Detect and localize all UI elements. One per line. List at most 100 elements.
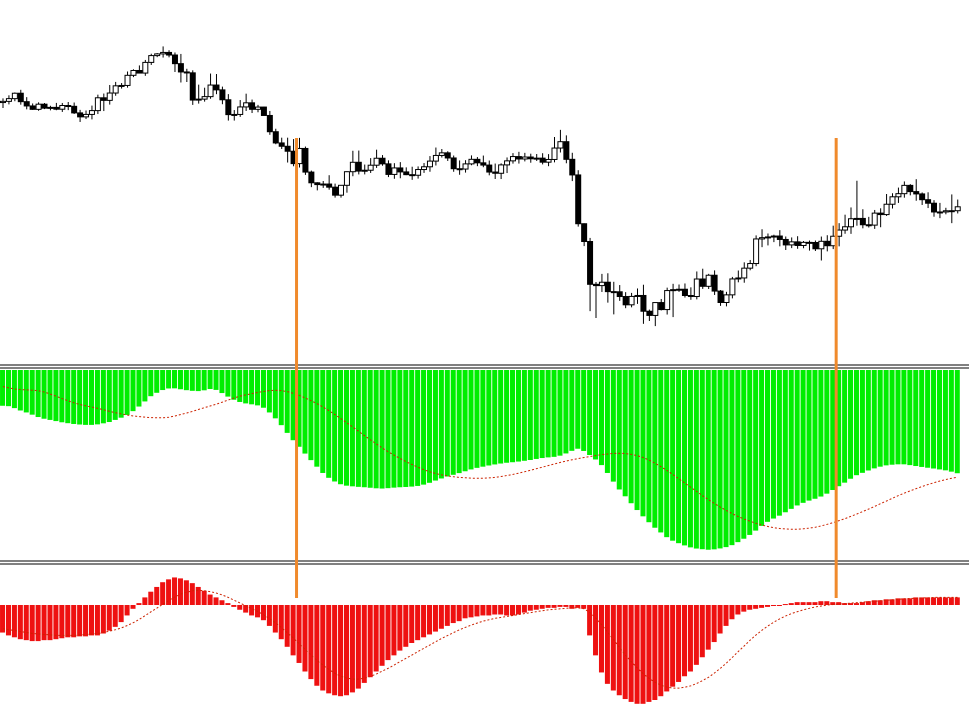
histogram-bar-red: [765, 605, 771, 607]
candle-body-bullish: [551, 147, 558, 160]
histogram-bar-red: [124, 605, 130, 616]
candle: [142, 59, 149, 76]
histogram-bar-green: [88, 370, 95, 425]
histogram-bar-green: [432, 370, 438, 481]
histogram-bar-red: [118, 605, 124, 623]
histogram-bar-red: [243, 605, 249, 613]
candle-body-bullish: [847, 218, 854, 228]
histogram-bar-red: [148, 591, 154, 605]
histogram-bar-red: [338, 605, 344, 697]
candle-body-bearish: [53, 106, 60, 110]
histogram-bar-green: [812, 370, 818, 499]
candle: [278, 137, 285, 149]
candle: [254, 104, 261, 113]
candle: [302, 146, 309, 175]
histogram-bar-green: [207, 370, 213, 389]
histogram-bar-green: [266, 370, 272, 413]
candle: [895, 187, 902, 203]
histogram-bar-red: [397, 605, 403, 651]
histogram-bar-green: [569, 370, 575, 451]
histogram-bar-green: [871, 370, 877, 469]
candle-body-bullish: [895, 193, 902, 198]
histogram-bar-red: [17, 605, 23, 640]
candle-body-bullish: [753, 238, 760, 265]
candle-body-bearish: [492, 171, 499, 174]
candle: [818, 236, 825, 261]
histogram-bar-red: [658, 605, 664, 697]
histogram-bar-green: [314, 370, 320, 467]
candle: [213, 74, 220, 95]
candle: [699, 268, 706, 289]
candle: [527, 153, 534, 163]
candle: [948, 194, 955, 224]
histogram-bar-red: [836, 602, 842, 605]
candle-body-bearish: [610, 291, 617, 294]
candle: [681, 283, 688, 298]
histogram-bar-green: [492, 370, 498, 465]
candle: [711, 270, 718, 295]
histogram-bar-green: [272, 370, 278, 419]
candle-body-bearish: [794, 241, 801, 246]
candle-body-bearish: [859, 217, 866, 226]
panel-separator-lower[interactable]: [0, 560, 969, 565]
histogram-bar-red: [575, 605, 581, 608]
candle: [634, 288, 641, 304]
price-panel: [0, 46, 961, 327]
candle: [563, 135, 570, 164]
candle: [124, 71, 131, 88]
candle: [171, 52, 178, 72]
histogram-bar-green: [515, 370, 521, 462]
candle-body-bearish: [569, 158, 576, 176]
candle-body-bullish: [598, 281, 605, 287]
histogram-bar-green: [806, 370, 812, 501]
candle: [759, 229, 766, 248]
candle: [658, 298, 665, 311]
histogram-bar-green: [160, 370, 166, 391]
histogram-bar-red: [587, 605, 593, 636]
candle: [154, 53, 161, 58]
candle: [284, 137, 291, 163]
histogram-bar-red: [355, 605, 361, 689]
candle: [260, 106, 267, 116]
histogram-bar-red: [551, 605, 557, 608]
candle: [0, 98, 6, 109]
histogram-bar-red: [883, 599, 889, 605]
candle-body-bearish: [29, 105, 36, 110]
candle-body-bullish: [438, 152, 445, 156]
histogram-bar-green: [94, 370, 100, 425]
histogram-bar-red: [741, 605, 747, 612]
candle: [735, 270, 742, 283]
candle: [569, 152, 576, 182]
candle-body-bearish: [403, 171, 410, 176]
histogram-bar-red: [308, 605, 314, 680]
candle-body-bearish: [865, 224, 872, 227]
candle-body-bearish: [587, 241, 594, 285]
histogram-bar-green: [913, 370, 919, 467]
candle: [237, 100, 244, 117]
histogram-bar-green: [836, 370, 842, 487]
histogram-bar-green: [106, 370, 112, 423]
candle-body-bearish: [136, 69, 143, 74]
candle: [130, 69, 137, 78]
histogram-bar-green: [41, 370, 47, 419]
histogram-bar-red: [699, 605, 705, 658]
histogram-bar-green: [154, 370, 160, 393]
histogram-bar-red: [735, 605, 741, 615]
histogram-bar-green: [65, 370, 71, 424]
histogram-bar-red: [848, 603, 854, 605]
histogram-bar-red: [616, 605, 622, 696]
histogram-bar-red: [913, 597, 919, 605]
candle: [177, 53, 184, 83]
candle: [622, 292, 629, 309]
lower-oscillator-panel: [0, 577, 960, 704]
histogram-bar-red: [219, 600, 225, 605]
candle-body-bearish: [616, 291, 623, 298]
histogram-bar-green: [693, 370, 699, 549]
panel-separator-upper[interactable]: [0, 364, 969, 369]
candle-body-bullish: [124, 74, 131, 86]
histogram-bar-red: [278, 605, 284, 640]
histogram-bar-green: [225, 370, 231, 397]
histogram-bar-green: [130, 370, 136, 412]
candle: [308, 170, 315, 188]
